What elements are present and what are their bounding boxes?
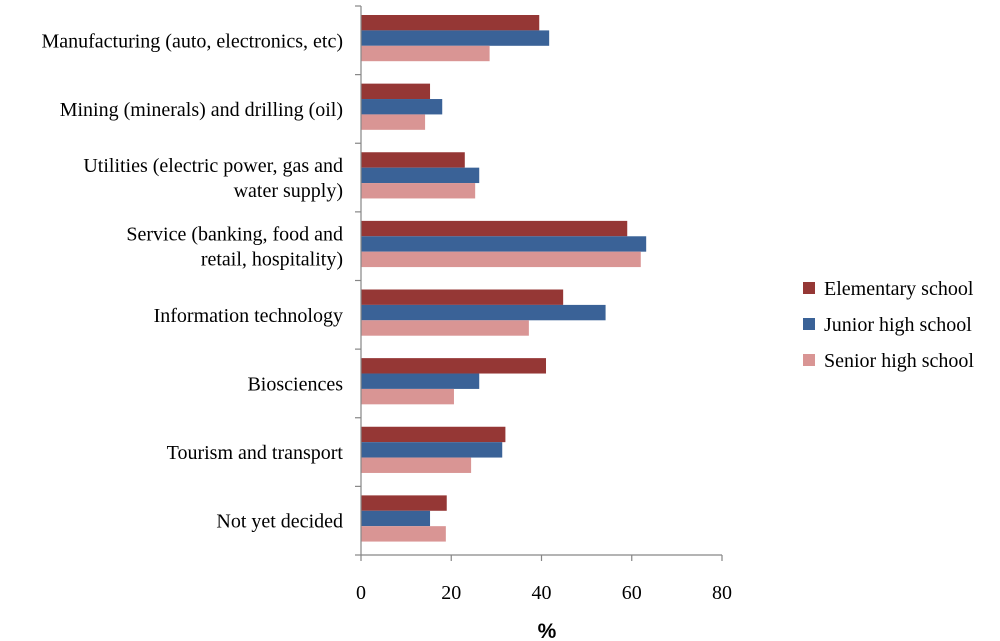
legend-swatch-senior-high-school [803, 354, 815, 366]
x-tick-label-2: 40 [532, 582, 552, 604]
bar-senior-high-school-2 [361, 183, 476, 199]
bar-elementary-school-0 [361, 15, 540, 31]
x-tick-label-0: 0 [356, 582, 366, 604]
x-tick-label-1: 20 [441, 582, 461, 604]
legend-label-senior-high-school: Senior high school [824, 350, 974, 372]
bar-senior-high-school-4 [361, 320, 529, 336]
bar-elementary-school-4 [361, 289, 564, 305]
category-label-6: Tourism and transport [167, 442, 344, 464]
legend-swatch-elementary-school [803, 282, 815, 294]
bar-senior-high-school-7 [361, 526, 446, 542]
bar-elementary-school-6 [361, 426, 506, 443]
bar-elementary-school-1 [361, 83, 431, 100]
bar-junior-high-school-6 [361, 442, 503, 458]
ticks-layer: 0 20 40 60 80 [355, 5, 732, 604]
category-label-7: Not yet decided [216, 511, 343, 533]
category-label-3-line-1: retail, hospitality) [201, 249, 343, 271]
legend: Elementary school Junior high school Senio… [803, 278, 974, 372]
category-label-2-line-1: water supply) [234, 180, 343, 202]
category-label-1: Mining (minerals) and drilling (oil) [60, 99, 343, 121]
category-labels: Manufacturing (auto, electronics, etc) Mi… [41, 30, 343, 532]
bar-elementary-school-3 [361, 220, 628, 237]
bar-junior-high-school-5 [361, 373, 480, 389]
category-label-5: Biosciences [247, 373, 343, 395]
bars-layer [361, 15, 647, 542]
bar-junior-high-school-2 [361, 167, 480, 184]
x-tick-label-4: 80 [712, 582, 732, 604]
bar-junior-high-school-1 [361, 99, 443, 115]
category-label-4: Information technology [154, 305, 343, 327]
bar-junior-high-school-0 [361, 30, 550, 46]
bar-elementary-school-7 [361, 495, 447, 511]
bar-senior-high-school-1 [361, 114, 426, 130]
category-label-0: Manufacturing (auto, electronics, etc) [41, 30, 343, 52]
bar-senior-high-school-0 [361, 45, 490, 62]
x-axis-title: % [538, 620, 557, 641]
bar-junior-high-school-7 [361, 510, 431, 527]
legend-label-junior-high-school: Junior high school [824, 314, 972, 336]
bar-senior-high-school-3 [361, 251, 641, 268]
x-tick-label-3: 60 [622, 582, 642, 604]
category-label-3-line-0: Service (banking, food and [126, 224, 343, 246]
bar-elementary-school-2 [361, 152, 465, 168]
legend-label-elementary-school: Elementary school [824, 278, 974, 300]
legend-swatch-junior-high-school [803, 318, 815, 330]
bar-senior-high-school-5 [361, 388, 454, 405]
bar-elementary-school-5 [361, 358, 547, 374]
bar-junior-high-school-4 [361, 304, 606, 321]
bar-junior-high-school-3 [361, 236, 647, 252]
category-label-2-line-0: Utilities (electric power, gas and [83, 155, 343, 177]
bar-senior-high-school-6 [361, 457, 472, 473]
